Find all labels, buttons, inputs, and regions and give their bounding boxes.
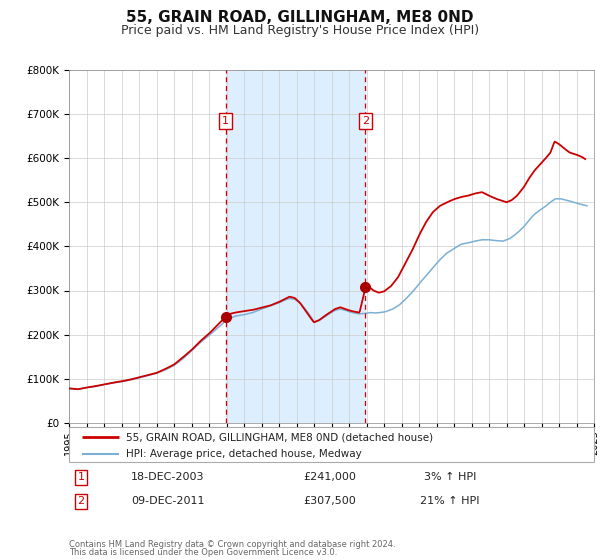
- Text: Contains HM Land Registry data © Crown copyright and database right 2024.: Contains HM Land Registry data © Crown c…: [69, 540, 395, 549]
- Text: 09-DEC-2011: 09-DEC-2011: [131, 496, 205, 506]
- Bar: [226, 70, 365, 423]
- Text: 55, GRAIN ROAD, GILLINGHAM, ME8 0ND (detached house): 55, GRAIN ROAD, GILLINGHAM, ME8 0ND (det…: [126, 432, 433, 442]
- FancyBboxPatch shape: [69, 427, 594, 462]
- Text: 3% ↑ HPI: 3% ↑ HPI: [424, 472, 476, 482]
- Text: 1: 1: [77, 472, 85, 482]
- Text: 55, GRAIN ROAD, GILLINGHAM, ME8 0ND: 55, GRAIN ROAD, GILLINGHAM, ME8 0ND: [126, 11, 474, 25]
- Text: HPI: Average price, detached house, Medway: HPI: Average price, detached house, Medw…: [126, 449, 361, 459]
- Text: 1: 1: [223, 116, 229, 126]
- Text: 2: 2: [362, 116, 369, 126]
- Text: £307,500: £307,500: [304, 496, 356, 506]
- Text: Price paid vs. HM Land Registry's House Price Index (HPI): Price paid vs. HM Land Registry's House …: [121, 24, 479, 38]
- Text: 18-DEC-2003: 18-DEC-2003: [131, 472, 205, 482]
- Text: 21% ↑ HPI: 21% ↑ HPI: [420, 496, 480, 506]
- Text: £241,000: £241,000: [304, 472, 356, 482]
- Text: 2: 2: [77, 496, 85, 506]
- Text: This data is licensed under the Open Government Licence v3.0.: This data is licensed under the Open Gov…: [69, 548, 337, 557]
